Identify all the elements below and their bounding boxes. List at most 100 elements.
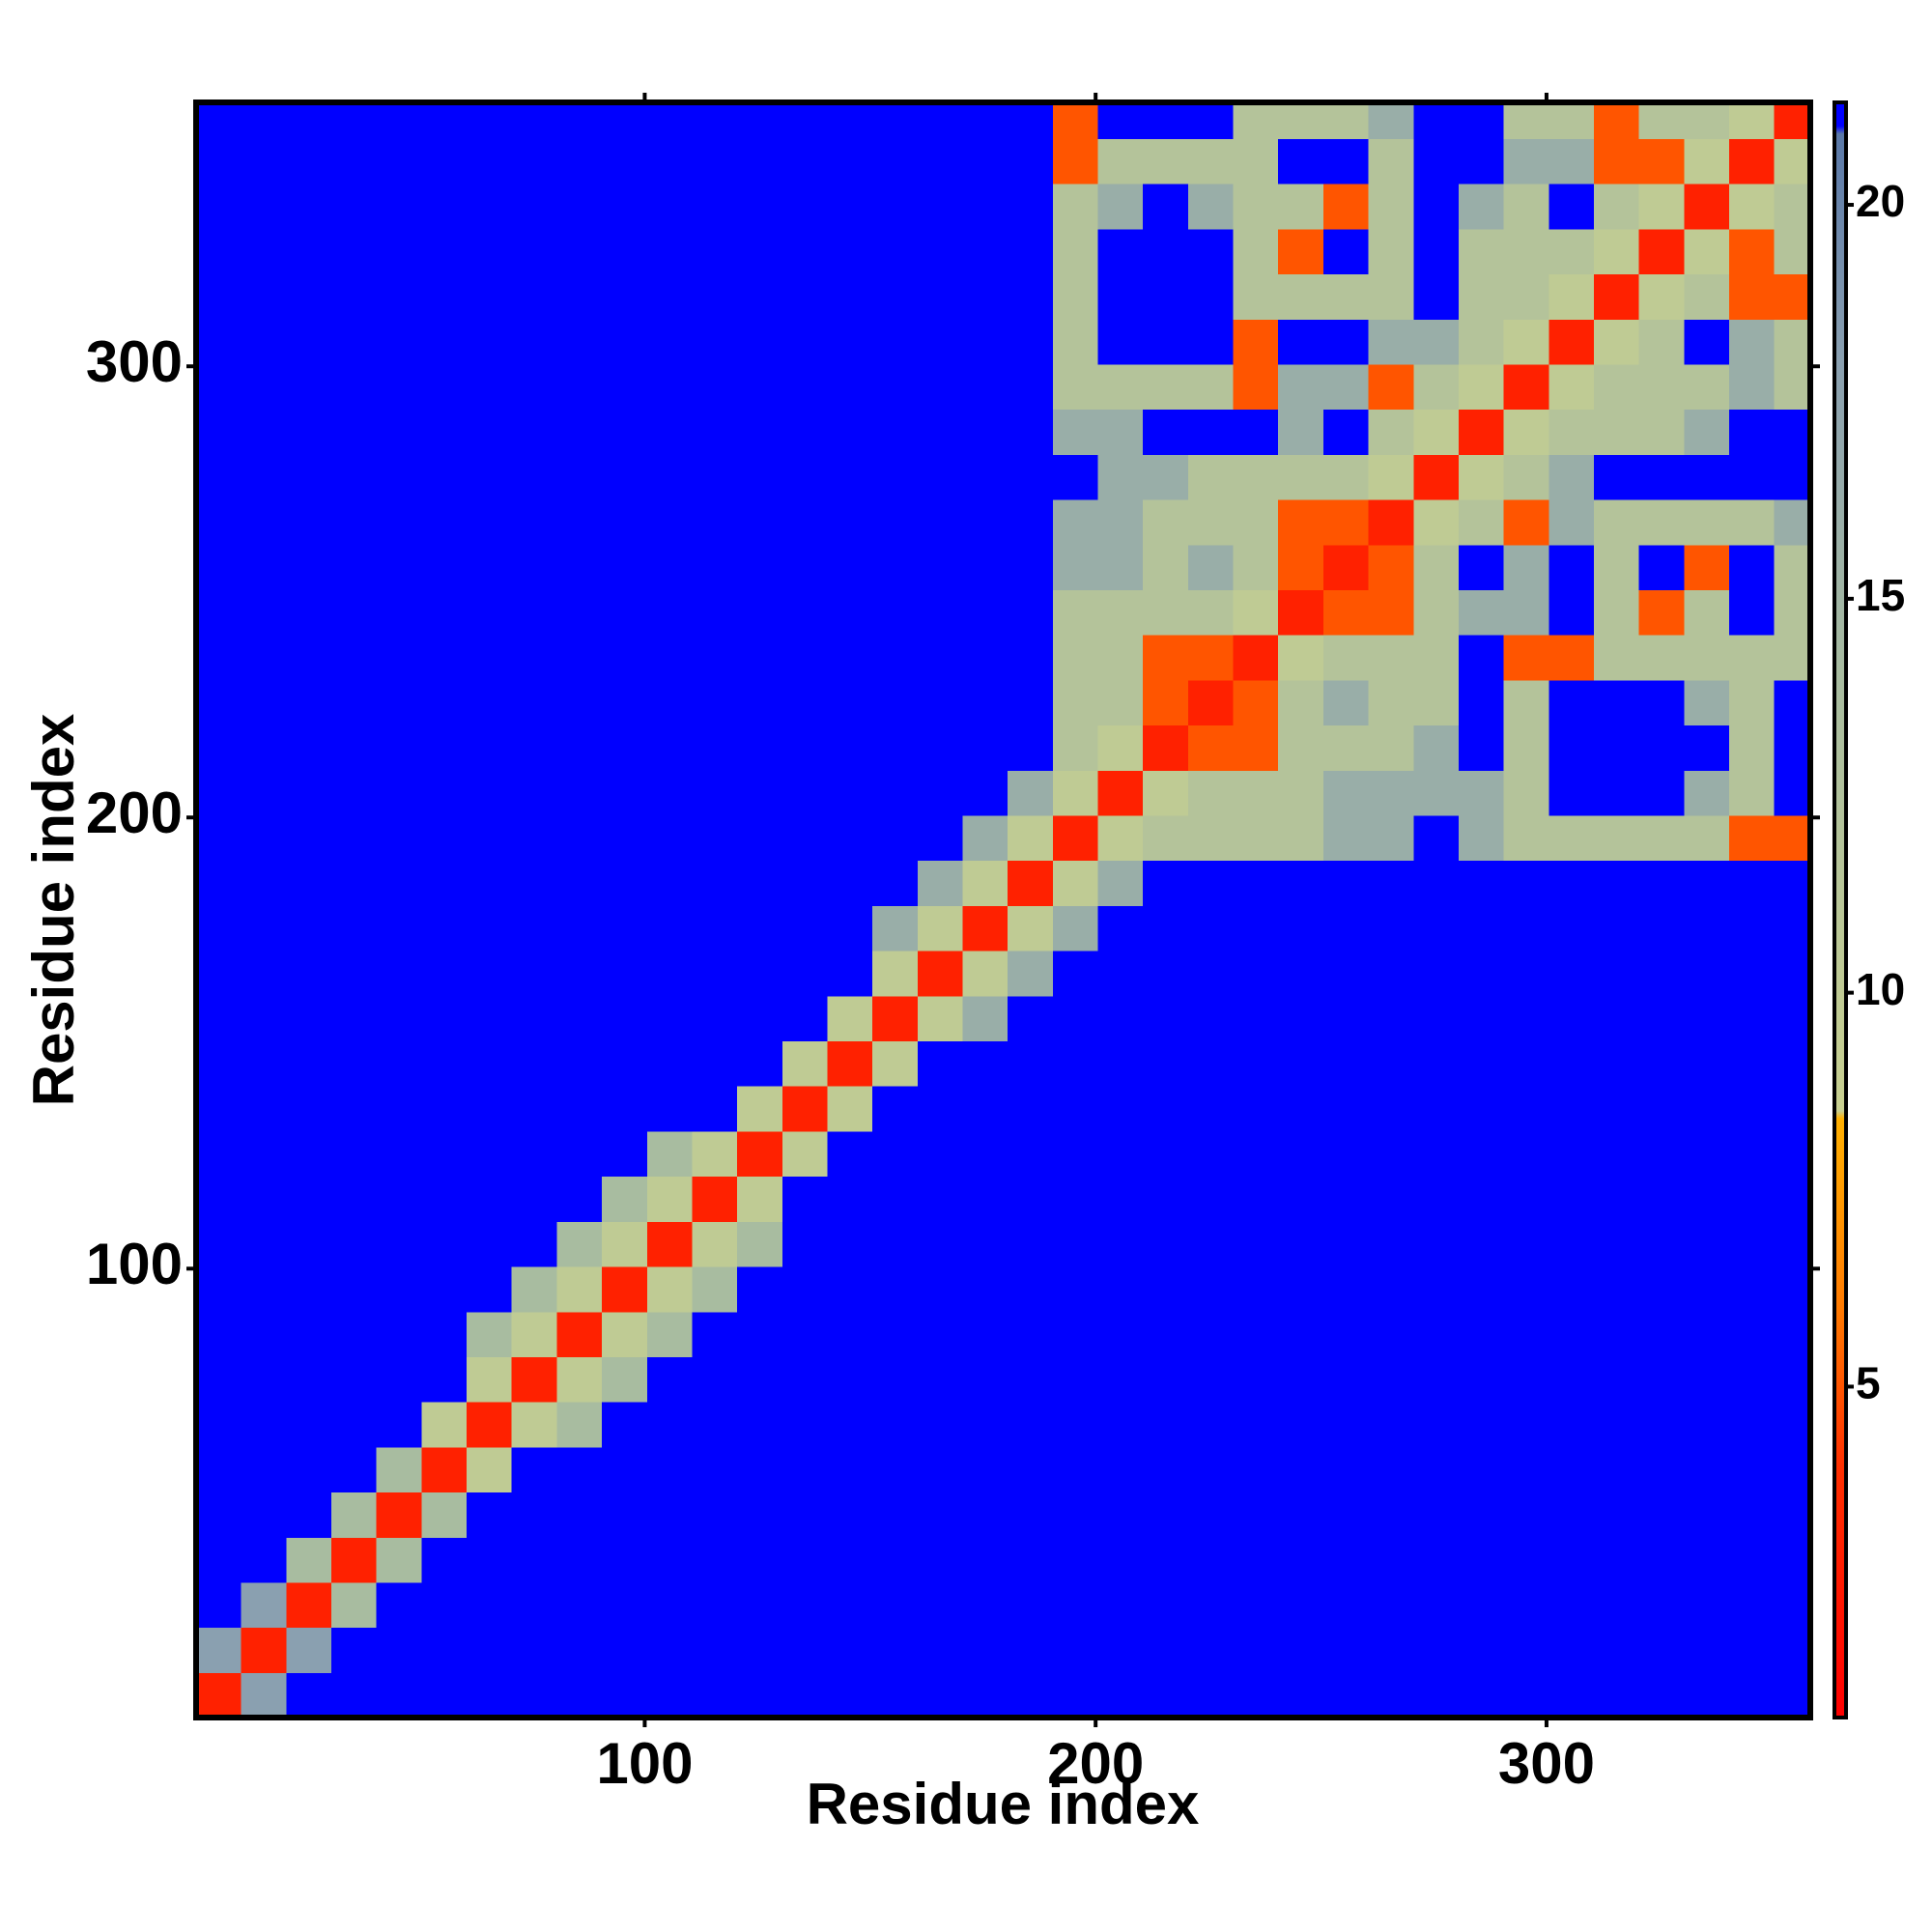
- heat-cell: [1097, 1130, 1144, 1178]
- heat-cell: [962, 1402, 1009, 1448]
- heat-cell: [1413, 1492, 1460, 1538]
- heat-cell: [467, 138, 513, 185]
- heat-cell: [1143, 1356, 1189, 1403]
- heat-cell: [962, 363, 1009, 411]
- heat-cell: [1278, 1627, 1324, 1673]
- heat-cell: [1052, 1176, 1099, 1222]
- heat-cell: [827, 679, 873, 726]
- heat-cell: [1548, 1492, 1595, 1538]
- heat-cell: [737, 860, 783, 906]
- heat-cell: [1322, 724, 1370, 771]
- heat-cell: [1008, 951, 1054, 997]
- heat-cell: [286, 1402, 332, 1448]
- heat-cell: [962, 1130, 1009, 1178]
- colorbar-tick-label: 15: [1856, 570, 1905, 620]
- heat-cell: [556, 860, 603, 906]
- heat-cell: [1008, 1492, 1054, 1538]
- heat-cell: [1774, 544, 1811, 591]
- heat-cell: [1458, 679, 1505, 726]
- heat-cell: [1684, 409, 1730, 455]
- heat-cell: [331, 1492, 378, 1538]
- heat-cell: [1097, 544, 1144, 591]
- heat-cell: [1008, 1176, 1054, 1222]
- heat-cell: [646, 905, 694, 952]
- heat-cell: [511, 454, 558, 500]
- heat-cell: [1728, 363, 1776, 411]
- heat-cell: [1143, 1086, 1189, 1132]
- heat-cell: [1278, 724, 1324, 771]
- heat-cell: [1233, 454, 1279, 500]
- heat-cell: [1097, 635, 1144, 681]
- heat-cell: [1638, 1537, 1685, 1583]
- heat-cell: [1503, 724, 1549, 771]
- heat-cell: [196, 724, 242, 771]
- heat-cell: [692, 724, 738, 771]
- heat-cell: [692, 228, 738, 275]
- heat-cell: [1728, 860, 1776, 906]
- heat-cell: [556, 995, 603, 1042]
- heat-cell: [1278, 589, 1324, 636]
- heat-cell: [196, 1492, 242, 1538]
- heat-cell: [467, 363, 513, 411]
- heat-cell: [1638, 995, 1685, 1042]
- heat-cell: [1638, 770, 1685, 816]
- heat-cell: [1187, 228, 1235, 275]
- heat-cell: [1548, 1672, 1595, 1719]
- heat-cell: [376, 995, 422, 1042]
- heat-cell: [1097, 184, 1144, 230]
- heat-cell: [646, 1130, 694, 1178]
- heat-cell: [376, 1446, 422, 1493]
- heat-cell: [1638, 724, 1685, 771]
- heat-cell: [1684, 363, 1730, 411]
- heat-cell: [1008, 1356, 1054, 1403]
- heat-cell: [1774, 724, 1811, 771]
- heat-cell: [286, 1356, 332, 1403]
- heat-cell: [781, 1537, 829, 1583]
- heat-cell: [1233, 1672, 1279, 1719]
- heat-cell: [376, 1537, 422, 1583]
- heat-cell: [962, 679, 1009, 726]
- heat-cell: [1548, 102, 1595, 139]
- heat-cell: [1008, 905, 1054, 952]
- heat-cell: [1008, 1627, 1054, 1673]
- heat-cell: [602, 814, 648, 862]
- heat-cell: [1187, 1672, 1235, 1719]
- heat-cell: [1322, 951, 1370, 997]
- heat-cell: [1413, 1537, 1460, 1583]
- heat-cell: [467, 1176, 513, 1222]
- heat-cell: [781, 1311, 829, 1357]
- heat-cell: [376, 1221, 422, 1267]
- heat-cell: [962, 138, 1009, 185]
- heat-cell: [1097, 814, 1144, 862]
- heat-cell: [1458, 1446, 1505, 1493]
- heat-cell: [1548, 995, 1595, 1042]
- heat-cell: [1278, 995, 1324, 1042]
- heat-cell: [1052, 1356, 1099, 1403]
- heat-cell: [1187, 1627, 1235, 1673]
- heat-cell: [1143, 814, 1189, 862]
- heat-cell: [917, 319, 964, 365]
- heat-cell: [1458, 724, 1505, 771]
- heat-cell: [421, 1581, 468, 1629]
- heat-cell: [286, 951, 332, 997]
- heat-cell: [556, 1402, 603, 1448]
- heat-cell: [1097, 1265, 1144, 1313]
- heat-cell: [1593, 184, 1640, 230]
- heat-cell: [1052, 905, 1099, 952]
- heat-cell: [1322, 1356, 1370, 1403]
- heat-cell: [1728, 1627, 1776, 1673]
- heat-cell: [1097, 1492, 1144, 1538]
- heat-cell: [1368, 951, 1414, 997]
- heat-cell: [1143, 228, 1189, 275]
- heat-cell: [962, 1176, 1009, 1222]
- heat-cell: [421, 498, 468, 546]
- heat-cell: [1684, 273, 1730, 320]
- heat-cell: [1503, 1130, 1549, 1178]
- heat-cell: [1368, 860, 1414, 906]
- heat-cell: [692, 138, 738, 185]
- heat-cell: [196, 1221, 242, 1267]
- heat-cell: [1413, 724, 1460, 771]
- heat-cell: [1413, 1356, 1460, 1403]
- heat-cell: [421, 102, 468, 139]
- heat-cell: [692, 589, 738, 636]
